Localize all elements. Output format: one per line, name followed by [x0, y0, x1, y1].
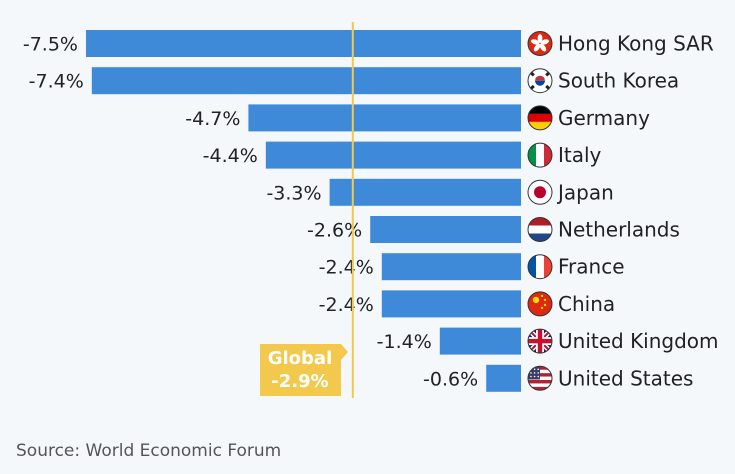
- value-label: -3.3%: [266, 182, 321, 204]
- value-label: -2.4%: [319, 257, 374, 279]
- category-label: Netherlands: [558, 218, 680, 242]
- category-label: France: [558, 255, 625, 279]
- south-korea-flag-icon: [527, 68, 553, 94]
- category-label: Hong Kong SAR: [558, 32, 714, 56]
- value-label: -2.6%: [307, 220, 362, 242]
- category-label: Italy: [558, 143, 602, 167]
- value-label: -1.4%: [377, 331, 432, 353]
- china-flag-icon: [527, 291, 553, 317]
- bar-4: [329, 178, 521, 206]
- germany-flag-icon: [527, 105, 553, 131]
- japan-flag-icon: [527, 179, 553, 205]
- hong-kong-flag-icon: [527, 31, 553, 56]
- united-states-flag-icon: [527, 365, 553, 391]
- category-label: Germany: [558, 106, 650, 130]
- value-label: -4.4%: [203, 145, 258, 167]
- netherlands-flag-icon: [527, 217, 553, 242]
- global-label: Global: [268, 348, 333, 369]
- bar-9: [486, 364, 521, 392]
- bar-3: [265, 141, 521, 169]
- bars: [86, 30, 522, 392]
- france-flag-icon: [527, 254, 553, 280]
- bar-7: [381, 290, 521, 318]
- italy-flag-icon: [527, 142, 553, 168]
- bar-chart: -7.5% -7.4% -4.7% -4.4% -3.3% -2.6% -2.4% -2.4%…: [23, 22, 719, 398]
- bar-6: [381, 253, 521, 281]
- global-callout-box: [260, 344, 348, 396]
- source-note: Source: World Economic Forum: [16, 441, 282, 461]
- global-value-label: -2.9%: [271, 371, 328, 392]
- united-kingdom-flag-icon: [527, 328, 553, 354]
- bar-1: [91, 67, 522, 95]
- category-label: South Korea: [558, 69, 679, 93]
- value-label: -2.4%: [319, 294, 374, 316]
- category-label: United Kingdom: [558, 329, 719, 353]
- bar-8: [439, 327, 521, 355]
- bar-5: [370, 216, 521, 243]
- category-label: China: [558, 292, 615, 316]
- category-label: United States: [558, 366, 693, 390]
- bar-0: [86, 30, 521, 57]
- value-label: -7.5%: [23, 34, 78, 56]
- value-label: -7.4%: [29, 71, 84, 93]
- value-label: -4.7%: [185, 108, 240, 130]
- category-label: Japan: [556, 180, 614, 204]
- value-label: -0.6%: [423, 368, 478, 390]
- bar-2: [248, 104, 521, 132]
